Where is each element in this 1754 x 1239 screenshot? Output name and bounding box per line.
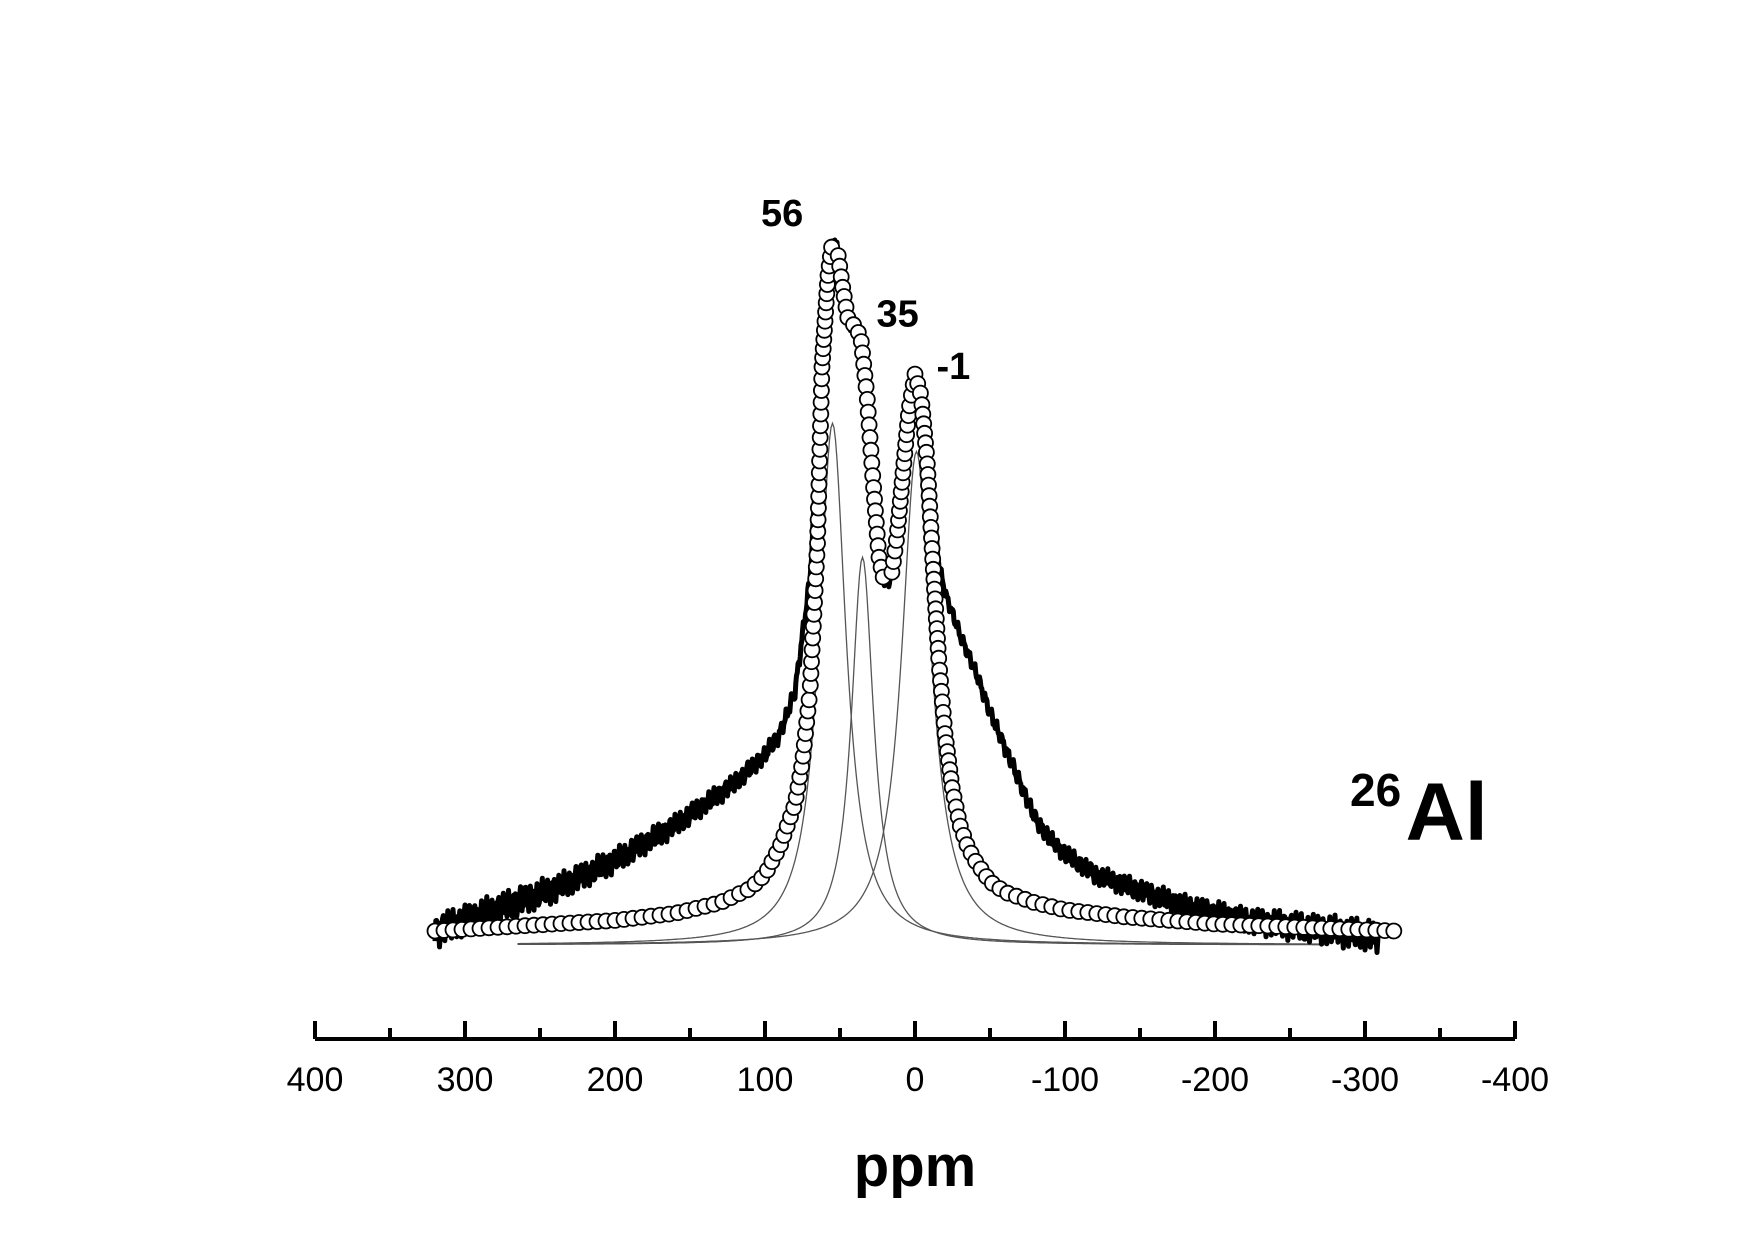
x-tick-label: -100 bbox=[1031, 1061, 1099, 1099]
peak-label: 56 bbox=[761, 193, 803, 235]
x-tick-label: 0 bbox=[906, 1061, 925, 1099]
x-tick-label: -200 bbox=[1181, 1061, 1249, 1099]
fit-component-line-3 bbox=[517, 555, 1328, 946]
x-tick-label: 100 bbox=[737, 1061, 794, 1099]
fit-sum-points bbox=[426, 238, 1403, 940]
fit-sum-point bbox=[1385, 922, 1403, 940]
x-tick-labels: 400 300 200 100 0 -100 -200 -300 -400 bbox=[287, 1061, 1549, 1099]
x-axis bbox=[313, 1021, 1517, 1041]
x-tick-label: 400 bbox=[287, 1061, 344, 1099]
fit-components bbox=[517, 421, 1328, 946]
nucleus-label: 26 Al bbox=[1350, 764, 1488, 858]
x-axis-title: ppm bbox=[854, 1134, 976, 1199]
x-tick-label: -300 bbox=[1331, 1061, 1399, 1099]
experimental-spectrum bbox=[432, 237, 1383, 955]
peak-annotations: 56 35 -1 bbox=[761, 193, 970, 388]
experimental-spectrum-line bbox=[432, 237, 1383, 955]
nucleus-mass-number: 26 bbox=[1350, 764, 1401, 816]
fit-component-line-4 bbox=[517, 449, 1328, 945]
nucleus-symbol: Al bbox=[1406, 767, 1488, 858]
x-tick-label: -400 bbox=[1481, 1061, 1549, 1099]
x-tick-label: 300 bbox=[437, 1061, 494, 1099]
peak-label: -1 bbox=[937, 346, 971, 388]
peak-label: 35 bbox=[877, 294, 919, 336]
fit-sum-point bbox=[800, 691, 818, 709]
x-tick-label: 200 bbox=[587, 1061, 644, 1099]
